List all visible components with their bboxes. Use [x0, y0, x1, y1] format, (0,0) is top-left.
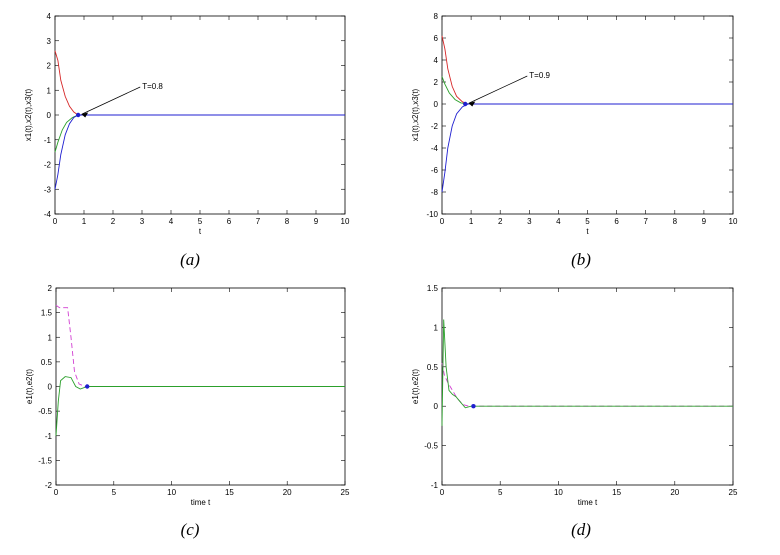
x-tick-label: 8 — [285, 217, 290, 226]
y-tick-label: -3 — [44, 185, 52, 194]
y-tick-label: -2 — [45, 481, 53, 490]
y-tick-label: -1 — [431, 481, 439, 490]
settling-point-marker — [463, 101, 468, 107]
x-tick-label: 8 — [673, 217, 678, 226]
x-tick-label: 10 — [729, 217, 738, 226]
x-tick-label: 9 — [314, 217, 319, 226]
x-tick-label: 9 — [702, 217, 707, 226]
y-tick-label: 0 — [48, 383, 53, 392]
x-tick-label: 25 — [729, 488, 738, 497]
x-tick-label: 5 — [198, 217, 203, 226]
x-tick-label: 25 — [341, 488, 350, 497]
y-tick-label: -0.5 — [38, 407, 52, 416]
y-tick-label: 4 — [47, 12, 52, 21]
x-axis-label: time t — [578, 498, 598, 507]
y-tick-label: -2 — [44, 161, 52, 170]
x-axis-label: time t — [191, 498, 211, 507]
x-tick-label: 0 — [440, 488, 445, 497]
y-tick-label: -10 — [426, 210, 438, 219]
x-tick-label: 1 — [82, 217, 87, 226]
x-tick-label: 15 — [225, 488, 234, 497]
y-tick-label: 1.5 — [427, 284, 439, 293]
y-tick-label: 8 — [434, 12, 439, 21]
x-tick-label: 1 — [469, 217, 474, 226]
y-tick-label: 1 — [47, 86, 52, 95]
x-tick-label: 10 — [167, 488, 176, 497]
x-tick-label: 0 — [53, 217, 58, 226]
x-tick-label: 15 — [612, 488, 621, 497]
x-tick-label: 10 — [554, 488, 563, 497]
y-tick-label: -1 — [44, 136, 52, 145]
y-tick-label: 2 — [434, 78, 439, 87]
settling-point-marker — [471, 404, 476, 409]
x-tick-label: 4 — [169, 217, 174, 226]
y-tick-label: 1 — [434, 323, 439, 332]
chart-0: 0 1 2 3 4 5 6 7 8 9 10 -4 -3 -2 -1 0 1 2 3 4 t x1(t),x2(t),x3… — [24, 12, 350, 236]
y-tick-label: 1.5 — [41, 309, 53, 318]
caption-c: (c) — [180, 520, 200, 539]
y-axis-label: x1(t),x2(t),x3(t) — [24, 88, 33, 141]
x-tick-label: 4 — [556, 217, 561, 226]
y-tick-label: 6 — [434, 34, 439, 43]
caption-d: (d) — [571, 520, 591, 539]
y-tick-label: 0.5 — [427, 363, 439, 372]
x-tick-label: 7 — [256, 217, 261, 226]
x-tick-label: 6 — [227, 217, 232, 226]
y-tick-label: 0 — [434, 100, 439, 109]
x-tick-label: 10 — [341, 217, 350, 226]
y-tick-label: 4 — [434, 56, 439, 65]
x-tick-label: 5 — [112, 488, 117, 497]
y-tick-label: -4 — [44, 210, 52, 219]
series-line-2 — [54, 114, 345, 190]
y-tick-label: 1 — [48, 333, 53, 342]
y-tick-label: -4 — [431, 144, 439, 153]
x-tick-label: 20 — [670, 488, 679, 497]
y-tick-label: 0 — [47, 111, 52, 120]
annotation-label: T=0.8 — [142, 82, 163, 91]
annotation-arrowhead — [468, 101, 476, 107]
x-tick-label: 0 — [440, 217, 445, 226]
annotation-arrow — [82, 86, 141, 115]
caption-a: (a) — [180, 250, 200, 269]
x-tick-label: 2 — [498, 217, 503, 226]
y-tick-label: -6 — [431, 166, 439, 175]
x-tick-label: 5 — [585, 217, 590, 226]
settling-point-marker — [76, 112, 81, 118]
x-tick-label: 5 — [498, 488, 503, 497]
y-tick-label: -0.5 — [424, 442, 438, 451]
y-tick-label: -2 — [431, 122, 439, 131]
x-tick-label: 0 — [54, 488, 59, 497]
series-line-1 — [55, 376, 345, 436]
chart-2: 0 5 10 15 20 25 -2 -1.5 -1 -0.5 0 0.5 1 1.5 2 time t e1(… — [25, 284, 350, 507]
y-tick-label: -1 — [45, 432, 53, 441]
annotation-label: T=0.9 — [529, 71, 550, 80]
x-axis-label: t — [586, 227, 589, 236]
y-tick-label: 2 — [48, 284, 53, 293]
x-tick-label: 20 — [283, 488, 292, 497]
x-tick-label: 2 — [111, 217, 116, 226]
x-tick-label: 6 — [614, 217, 619, 226]
y-tick-label: 0.5 — [41, 358, 53, 367]
y-tick-label: 3 — [47, 37, 52, 46]
y-axis-label: e1(t),e2(t) — [411, 369, 420, 404]
y-axis-label: x1(t),x2(t),x3(t) — [411, 88, 420, 141]
plot-frame — [441, 15, 734, 215]
y-tick-label: -8 — [431, 188, 439, 197]
y-tick-label: 2 — [47, 62, 52, 71]
x-tick-label: 3 — [527, 217, 532, 226]
settling-point-marker — [85, 384, 90, 389]
y-tick-label: -1.5 — [38, 456, 52, 465]
annotation-arrowhead — [81, 112, 89, 118]
chart-1: 0 1 2 3 4 5 6 7 8 9 10 -10 -8 -6 -4 -2 0 2 4 6 8 t x1(t),x2(t)… — [411, 12, 738, 236]
y-axis-label: e1(t),e2(t) — [25, 369, 34, 404]
y-tick-label: 0 — [434, 402, 439, 411]
annotation-arrow — [469, 75, 528, 104]
plot-frame — [441, 287, 734, 486]
caption-b: (b) — [571, 250, 591, 269]
x-axis-label: t — [199, 227, 202, 236]
chart-3: 0 5 10 15 20 25 -1 -0.5 0 0.5 1 1.5 time t e1(t),e2(t… — [411, 284, 738, 507]
x-tick-label: 3 — [140, 217, 145, 226]
x-tick-label: 7 — [643, 217, 648, 226]
